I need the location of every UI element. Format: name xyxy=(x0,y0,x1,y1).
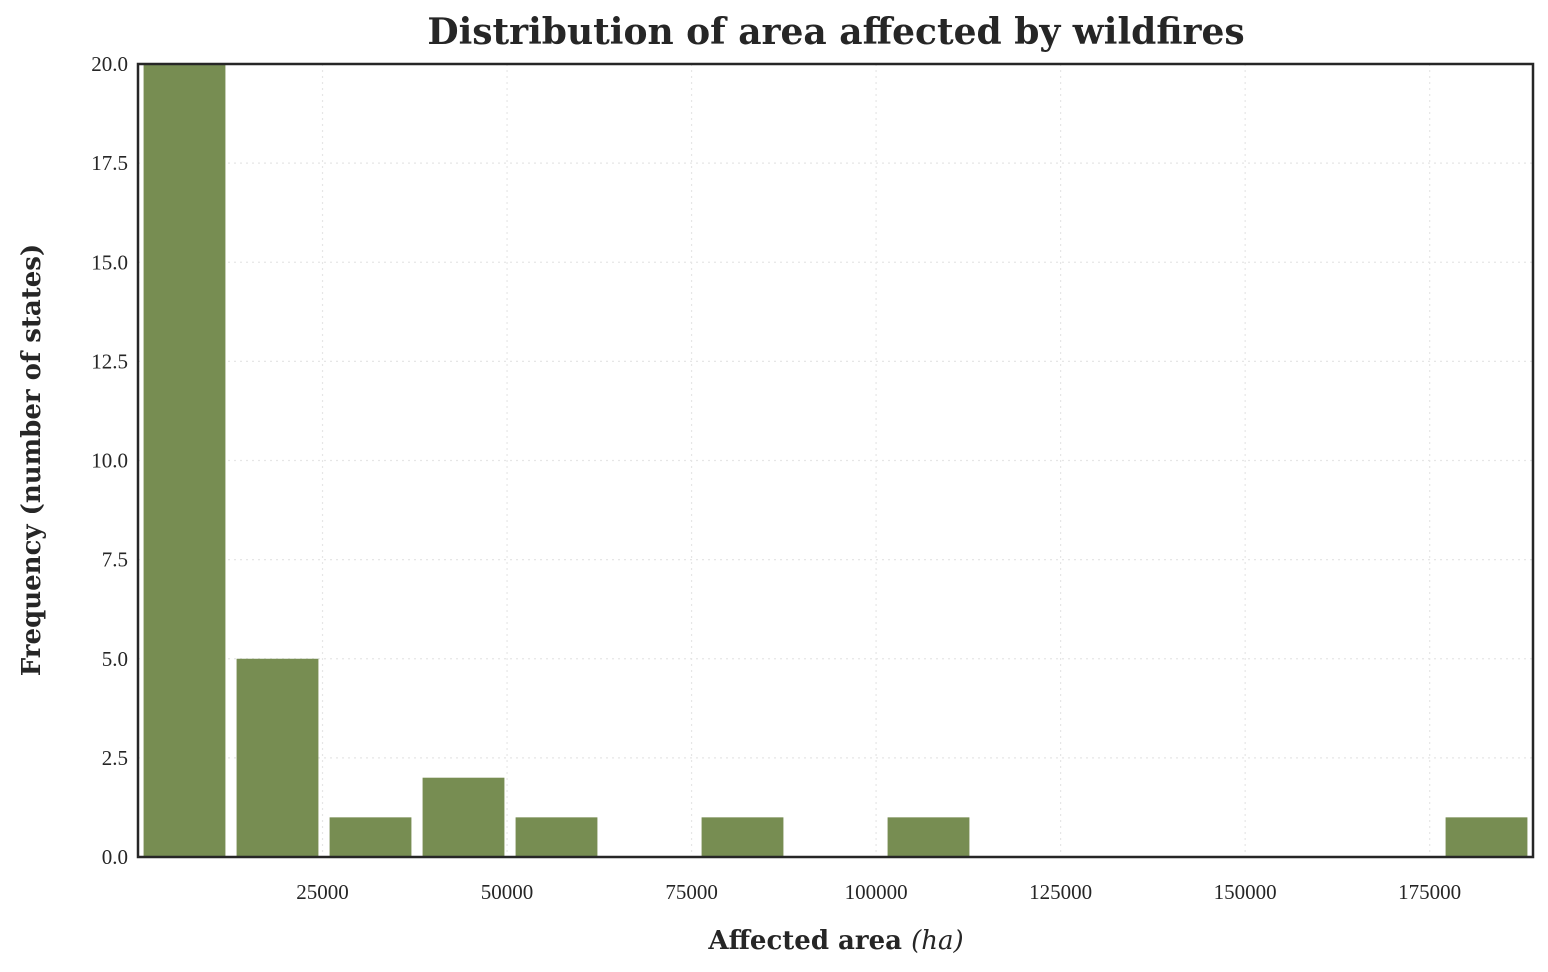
x-tick-label: 75000 xyxy=(665,880,718,904)
histogram-bar xyxy=(515,817,598,857)
y-tick-label: 12.5 xyxy=(91,349,128,373)
y-tick-label: 0.0 xyxy=(102,845,128,869)
histogram-bar xyxy=(887,817,970,857)
bars xyxy=(143,64,1528,857)
x-tick-label: 25000 xyxy=(296,880,349,904)
y-tick-label: 17.5 xyxy=(91,151,128,175)
histogram-bar xyxy=(329,817,412,857)
x-axis-label: Affected area (ha) xyxy=(707,926,963,956)
y-tick-label: 20.0 xyxy=(91,52,128,76)
histogram-bar xyxy=(1445,817,1528,857)
axes-frame xyxy=(136,62,1535,859)
x-tick-label: 100000 xyxy=(845,880,908,904)
x-tick-label: 150000 xyxy=(1214,880,1277,904)
histogram-bar xyxy=(236,658,319,857)
y-tick-label: 5.0 xyxy=(102,647,128,671)
chart-title: Distribution of area affected by wildfir… xyxy=(427,11,1244,53)
x-axis-unit: (ha) xyxy=(911,926,964,956)
histogram-bar xyxy=(422,777,505,857)
histogram-bar xyxy=(143,64,226,857)
histogram-bar xyxy=(701,817,784,857)
x-tick-label: 175000 xyxy=(1398,880,1461,904)
y-tick-label: 10.0 xyxy=(91,449,128,473)
y-tick-label: 2.5 xyxy=(102,746,128,770)
y-axis-label: Frequency (number of states) xyxy=(17,244,47,676)
y-tick-labels: 0.0 2.5 5.0 7.5 10.0 12.5 15.0 17.5 20.0 xyxy=(91,52,128,869)
y-tick-label: 7.5 xyxy=(102,548,128,572)
y-tick-label: 15.0 xyxy=(91,250,128,274)
x-tick-label: 125000 xyxy=(1029,880,1092,904)
x-tick-label: 50000 xyxy=(481,880,534,904)
x-tick-labels: 25000 50000 75000 100000 125000 150000 175000 xyxy=(296,880,1461,904)
grid xyxy=(138,63,1533,858)
